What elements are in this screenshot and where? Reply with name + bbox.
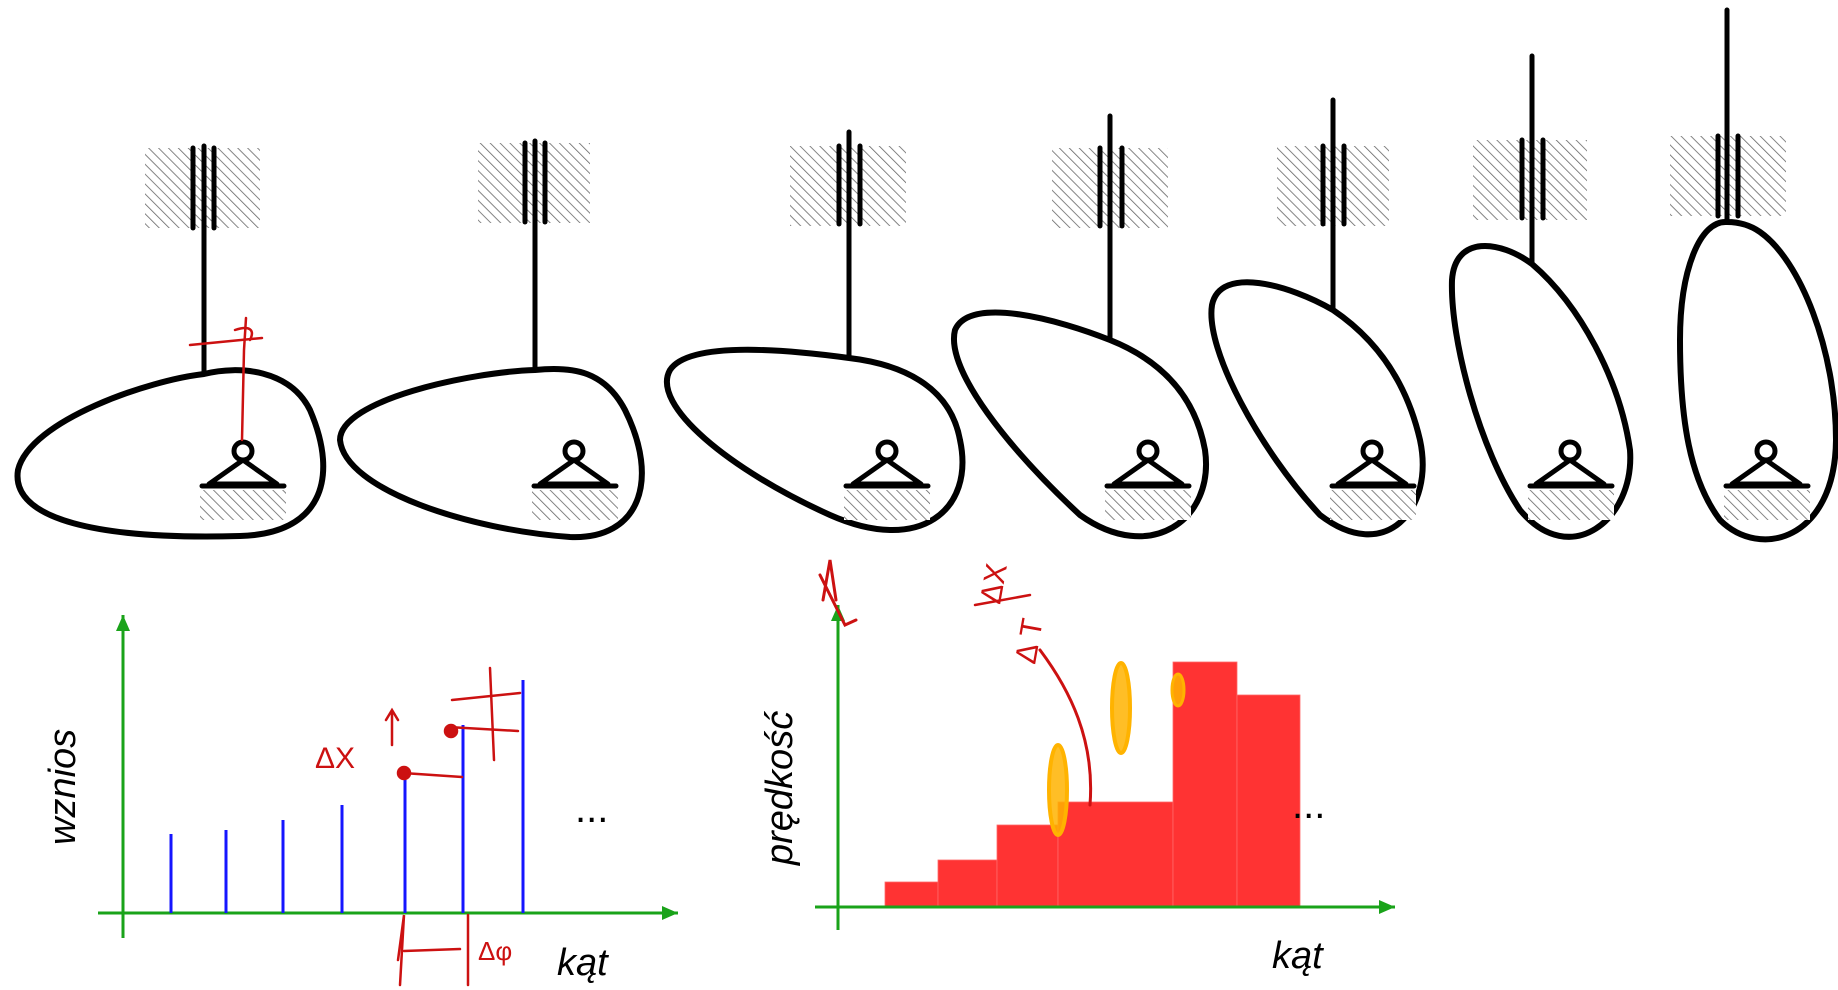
delta-x-label: ΔX (315, 742, 355, 775)
cam-frame-7 (1670, 7, 1838, 543)
cam-profile (337, 365, 645, 541)
cam-profile (1208, 279, 1426, 538)
cam-sequence (14, 7, 1838, 543)
delta-x-fraction: ΔX (974, 561, 1013, 606)
speed-x-axis (815, 900, 1395, 914)
lift-annotations (384, 666, 522, 987)
cam-profile (1677, 219, 1838, 543)
lift-ellipsis: ... (575, 787, 608, 831)
cam-profile (664, 346, 966, 533)
cam-profile (1448, 243, 1634, 540)
speed-ylabel: prędkość (759, 711, 801, 866)
lift-axes (98, 615, 678, 938)
lift-bars (169, 680, 525, 913)
lift-xlabel: kąt (557, 942, 609, 984)
speed-bar-6 (1236, 694, 1301, 908)
speed-y-axis (831, 605, 845, 930)
cam-frame-4 (950, 113, 1210, 540)
pivot-support (1329, 439, 1417, 520)
cam-frame-1 (14, 143, 327, 540)
cam-frame-3 (664, 129, 966, 533)
pivot-support (1527, 439, 1615, 520)
cam-profile (14, 367, 327, 540)
speed-xlabel: kąt (1272, 935, 1324, 977)
cam-frame-2 (337, 138, 645, 541)
pivot-support (199, 439, 287, 520)
speed-annotations (818, 559, 1186, 837)
pivot-support (531, 439, 619, 520)
speed-bar-3 (996, 824, 1059, 908)
speed-bar-2 (937, 859, 998, 908)
speed-bars (884, 661, 1301, 908)
delta-t-fraction: Δ T (1009, 616, 1049, 666)
pivot-support (1723, 439, 1811, 520)
speed-bar-4 (1057, 801, 1174, 908)
cam-frame-6 (1448, 53, 1634, 540)
pivot-support (1104, 439, 1192, 520)
speed-bar-1 (884, 881, 939, 908)
speed-ellipsis: ... (1292, 783, 1325, 827)
frame1-sketch (188, 316, 264, 442)
cam-profile (950, 309, 1210, 540)
pivot-support (843, 439, 931, 520)
speed-chart: prędkość kąt ... (759, 605, 1395, 977)
lift-ylabel: wznios (42, 729, 84, 845)
lift-chart: wznios kąt ... (42, 615, 678, 984)
lift-y-axis (116, 615, 130, 938)
lift-x-axis (98, 906, 678, 920)
cam-frame-5 (1208, 97, 1426, 538)
delta-phi-label: Δφ (478, 936, 512, 966)
